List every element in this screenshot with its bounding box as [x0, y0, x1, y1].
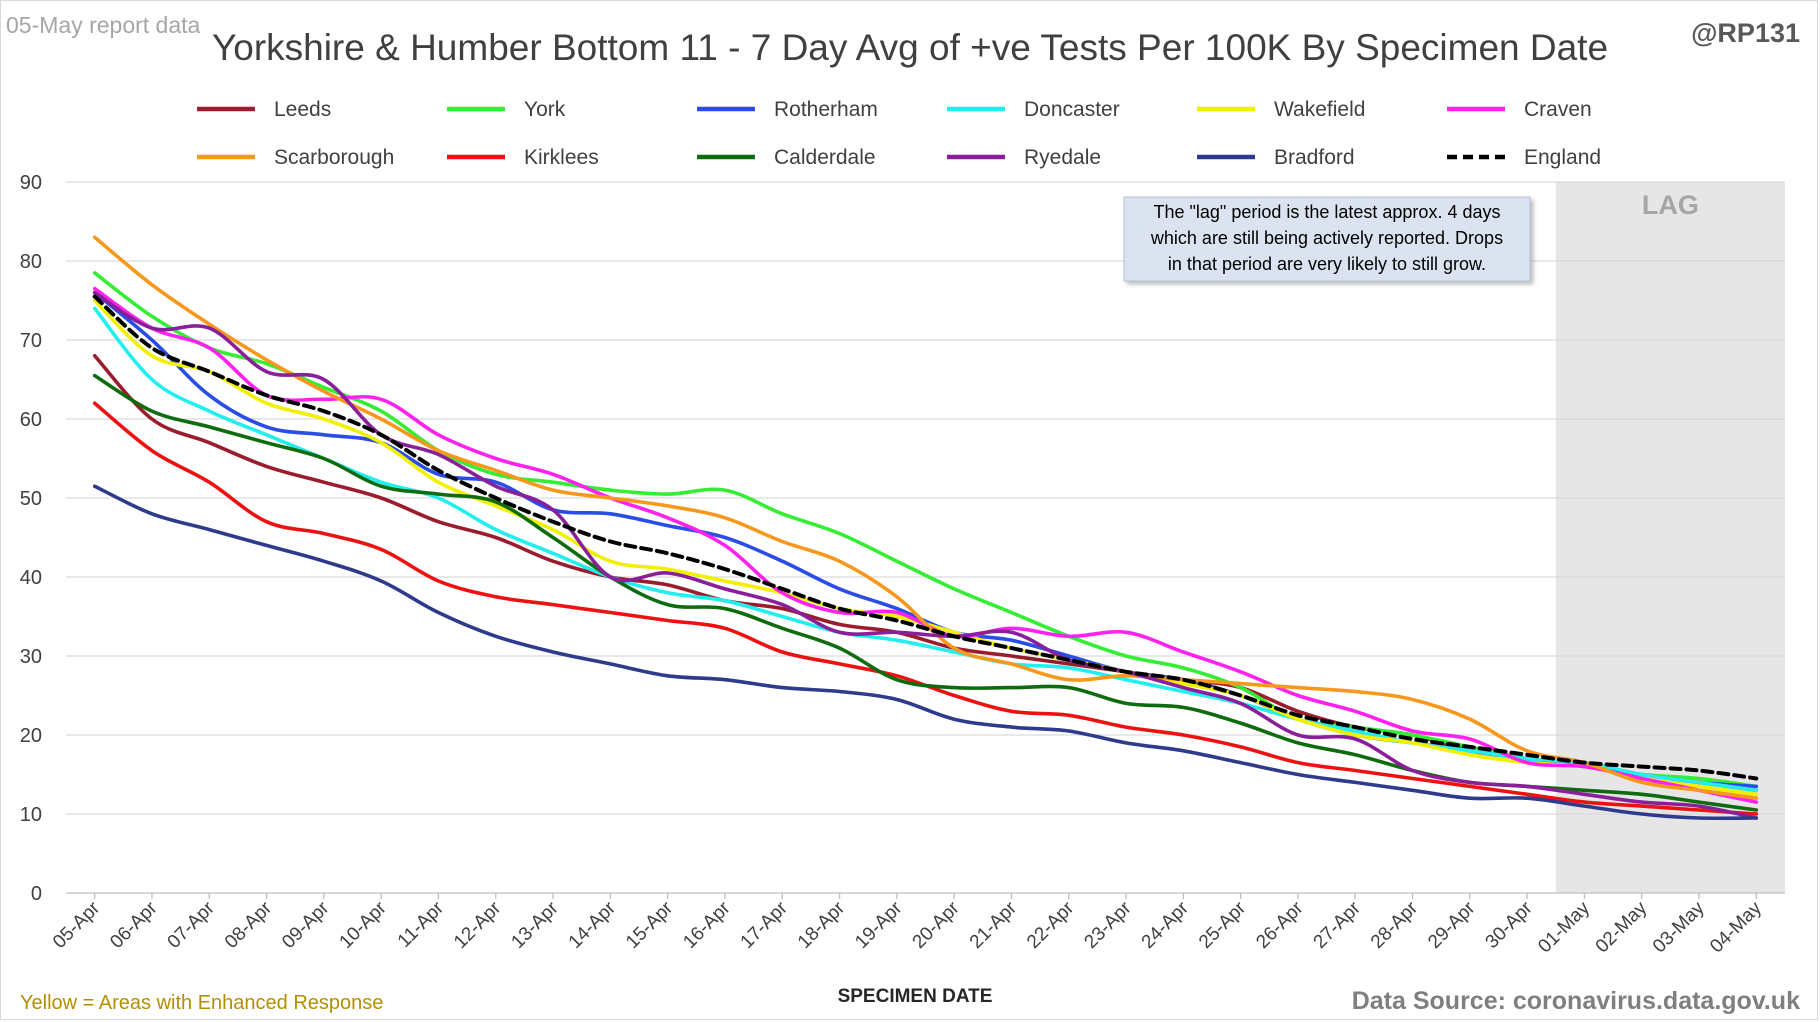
legend-label-scarborough: Scarborough [274, 146, 394, 169]
series-line-bradford [92, 484, 1759, 821]
author-handle: @RP131 [1691, 18, 1800, 48]
legend-label-kirklees: Kirklees [524, 146, 599, 169]
y-tick-labels: 0 10 20 30 40 50 60 70 80 90 [20, 172, 42, 905]
legend-label-wakefield: Wakefield [1274, 98, 1365, 121]
x-tick-label: 06-Apr [106, 897, 162, 953]
y-tick-label: 70 [20, 330, 42, 352]
x-tick-label: 03-May [1649, 897, 1709, 957]
x-tick-label: 24-Apr [1138, 897, 1194, 953]
y-tick-label: 40 [20, 567, 42, 589]
series-line-kirklees [92, 401, 1759, 816]
legend-label-england: England [1524, 146, 1601, 169]
report-date-label: 05-May report data [6, 12, 201, 38]
lag-label: LAG [1642, 190, 1699, 220]
chart-title: Yorkshire & Humber Bottom 11 - 7 Day Avg… [212, 27, 1608, 68]
x-tick-label: 23-Apr [1080, 897, 1136, 953]
x-tick-label: 10-Apr [336, 897, 392, 953]
y-tick-label: 10 [20, 804, 42, 826]
y-tick-label: 90 [20, 172, 42, 194]
legend-label-leeds: Leeds [274, 98, 331, 121]
x-tick-label: 08-Apr [221, 897, 277, 953]
y-tick-label: 50 [20, 488, 42, 510]
legend-label-ryedale: Ryedale [1024, 146, 1101, 169]
series-line-leeds [92, 354, 1759, 793]
series-line-england [92, 294, 1759, 781]
y-tick-label: 0 [31, 883, 42, 905]
x-tick-labels: 05-Apr 06-Apr 07-Apr 08-Apr 09-Apr 10-Apr 11-A… [49, 893, 1766, 957]
lag-note-box [1123, 196, 1531, 282]
lag-note-line: in that period are very likely to still … [1168, 254, 1486, 274]
x-tick-label: 28-Apr [1367, 897, 1423, 953]
series-line-wakefield [92, 298, 1759, 797]
x-tick-label: 22-Apr [1023, 897, 1079, 953]
legend-label-rotherham: Rotherham [774, 98, 878, 121]
x-tick-label: 19-Apr [851, 897, 907, 953]
y-tick-label: 80 [20, 251, 42, 273]
x-tick-label: 11-Apr [394, 897, 449, 952]
x-tick-label: 07-Apr [164, 897, 220, 953]
lag-region [1555, 182, 1785, 893]
x-tick-label: 16-Apr [679, 897, 735, 953]
x-tick-label: 04-May [1706, 897, 1766, 957]
x-tick-label: 21-Apr [966, 897, 1022, 953]
legend-label-bradford: Bradford [1274, 146, 1355, 169]
x-tick-label: 29-Apr [1424, 897, 1480, 953]
x-tick-label: 13-Apr [507, 897, 563, 953]
lag-note: The "lag" period is the latest approx. 4… [1123, 196, 1531, 282]
series-lines [92, 235, 1759, 821]
lag-note-line: The "lag" period is the latest approx. 4… [1154, 202, 1501, 222]
x-tick-label: 17-Apr [737, 897, 793, 953]
lag-note-line: which are still being actively reported.… [1150, 228, 1503, 248]
legend-label-calderdale: Calderdale [774, 146, 876, 169]
legend-label-craven: Craven [1524, 98, 1592, 121]
x-axis-title: SPECIMEN DATE [838, 986, 993, 1007]
x-tick-label: 27-Apr [1310, 897, 1366, 953]
x-tick-label: 12-Apr [450, 897, 506, 953]
x-tick-label: 09-Apr [278, 897, 334, 953]
legend-label-york: York [524, 98, 566, 121]
series-line-scarborough [92, 235, 1759, 800]
enhanced-response-note: Yellow = Areas with Enhanced Response [20, 992, 383, 1014]
x-tick-label: 15-Apr [622, 897, 678, 953]
series-line-doncaster [92, 306, 1759, 793]
series-line-ryedale [92, 290, 1759, 820]
series-line-calderdale [92, 373, 1759, 812]
y-tick-label: 20 [20, 725, 42, 747]
x-tick-label: 26-Apr [1252, 897, 1308, 953]
legend: Leeds York Rotherham Doncaster Wakefield Crav… [197, 98, 1601, 169]
series-line-craven [92, 286, 1759, 804]
x-tick-label: 05-Apr [49, 897, 105, 953]
x-tick-label: 14-Apr [565, 897, 621, 953]
y-tick-label: 60 [20, 409, 42, 431]
x-tick-label: 01-May [1534, 897, 1594, 957]
x-tick-label: 02-May [1592, 897, 1652, 957]
x-tick-label: 30-Apr [1482, 897, 1538, 953]
x-tick-label: 18-Apr [794, 897, 850, 953]
data-source: Data Source: coronavirus.data.gov.uk [1352, 987, 1800, 1015]
x-tick-label: 25-Apr [1195, 897, 1251, 953]
y-tick-label: 30 [20, 646, 42, 668]
x-tick-label: 20-Apr [909, 897, 965, 953]
legend-label-doncaster: Doncaster [1024, 98, 1120, 121]
